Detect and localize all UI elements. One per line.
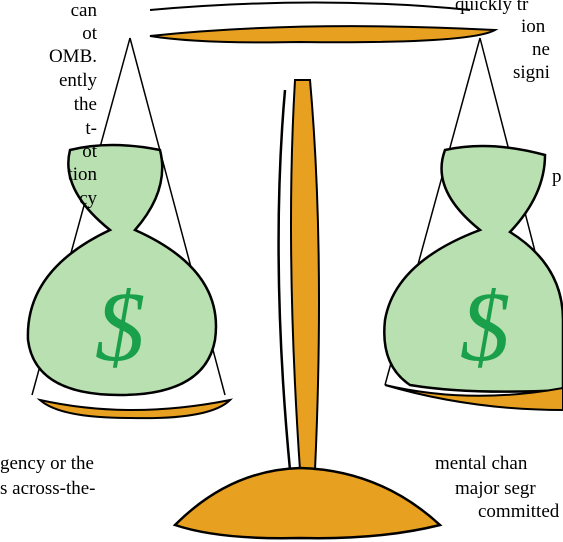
text-fragment: gency or the	[0, 453, 94, 475]
text-fragment: the	[74, 94, 97, 116]
text-fragment: ently	[59, 70, 97, 92]
text-fragment: mental chan	[435, 453, 527, 475]
text-fragment: ot	[82, 141, 97, 163]
text-fragment: tion	[67, 164, 97, 186]
text-fragment: s across-the-	[0, 478, 96, 500]
bag-symbol: $	[460, 271, 510, 382]
page: $ $ canotOMB.entlythet-ottioncyquickly t…	[0, 0, 563, 542]
text-fragment: p	[552, 166, 562, 188]
text-fragment: committed	[478, 501, 559, 523]
text-fragment: quickly tr	[455, 0, 528, 16]
bag-symbol: $	[95, 271, 145, 382]
text-fragment: can	[71, 0, 97, 22]
text-fragment: ion	[521, 16, 545, 38]
text-fragment: ot	[82, 23, 97, 45]
text-fragment: t-	[85, 118, 97, 140]
text-fragment: major segr	[455, 478, 536, 500]
text-fragment: cy	[79, 188, 97, 210]
text-fragment: signi	[513, 62, 550, 84]
text-fragment: OMB.	[49, 46, 97, 68]
text-fragment: ne	[532, 39, 550, 61]
